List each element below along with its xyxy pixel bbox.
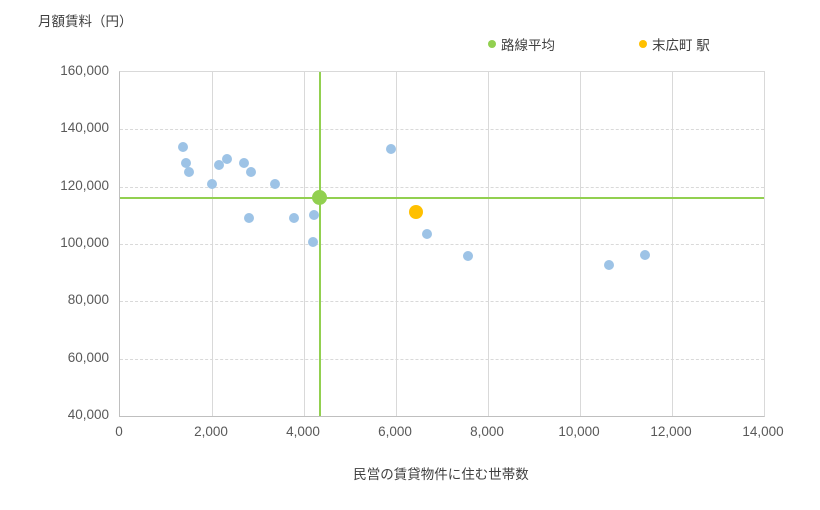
data-point-suehirocho-station[interactable] — [408, 205, 423, 220]
data-point-stations[interactable] — [180, 158, 191, 169]
data-point-stations[interactable] — [246, 167, 257, 178]
y-tick-label: 120,000 — [60, 177, 109, 193]
x-gridline — [212, 72, 213, 416]
x-gridline — [396, 72, 397, 416]
data-point-stations[interactable] — [640, 249, 651, 260]
legend-label-line-average: 路線平均 — [501, 38, 555, 53]
chart-legend: 路線平均 末広町 駅 — [488, 34, 710, 54]
x-tick-label: 4,000 — [286, 424, 320, 439]
x-tick-label: 2,000 — [194, 424, 228, 439]
y-gridline — [120, 244, 764, 245]
data-point-stations[interactable] — [207, 178, 217, 189]
data-point-stations[interactable] — [422, 229, 433, 240]
data-point-stations[interactable] — [214, 159, 225, 170]
x-gridline — [488, 72, 489, 416]
data-point-line-average[interactable] — [312, 190, 328, 206]
x-tick-label: 0 — [115, 424, 123, 439]
y-tick-label: 100,000 — [60, 235, 109, 250]
plot-area — [119, 71, 765, 417]
data-point-stations[interactable] — [308, 236, 319, 247]
data-point-stations[interactable] — [386, 144, 397, 155]
y-tick-label: 40,000 — [67, 407, 109, 422]
legend-label-suehirocho: 末広町 駅 — [652, 38, 710, 53]
data-point-stations[interactable] — [309, 210, 320, 221]
legend-item-line-average[interactable]: 路線平均 — [488, 34, 555, 54]
data-point-stations[interactable] — [603, 259, 614, 270]
x-axis-title: 民営の賃貸物件に住む世帯数 — [353, 467, 529, 482]
x-tick-label: 14,000 — [742, 424, 784, 439]
y-tick-label: 80,000 — [67, 292, 109, 308]
x-gridline — [672, 72, 673, 416]
y-tick-label: 160,000 — [60, 63, 109, 78]
x-gridline — [580, 72, 581, 416]
suehirocho-marker-icon — [639, 40, 647, 48]
y-tick-label: 140,000 — [60, 120, 109, 136]
x-tick-label: 12,000 — [650, 424, 692, 439]
data-point-stations[interactable] — [243, 212, 254, 223]
x-tick-label: 10,000 — [558, 424, 600, 439]
y-axis-title: 月額賃料（円） — [38, 14, 133, 29]
average-crosshair-horizontal — [120, 196, 764, 199]
average-crosshair-vertical — [318, 72, 321, 416]
data-point-stations[interactable] — [222, 153, 233, 164]
data-point-stations[interactable] — [239, 158, 250, 169]
x-tick-label: 8,000 — [470, 424, 504, 439]
line-average-marker-icon — [488, 40, 496, 48]
data-point-stations[interactable] — [184, 167, 194, 178]
x-tick-label: 6,000 — [378, 424, 412, 439]
data-point-stations[interactable] — [463, 250, 474, 261]
y-gridline — [120, 186, 764, 188]
legend-item-suehirocho[interactable]: 末広町 駅 — [639, 34, 710, 54]
y-gridline — [120, 301, 764, 303]
y-gridline — [120, 129, 764, 131]
data-point-stations[interactable] — [289, 212, 300, 223]
y-gridline — [120, 358, 764, 360]
data-point-stations[interactable] — [270, 179, 281, 190]
y-tick-label: 60,000 — [67, 349, 109, 365]
x-gridline — [304, 72, 305, 416]
data-point-stations[interactable] — [178, 142, 189, 153]
